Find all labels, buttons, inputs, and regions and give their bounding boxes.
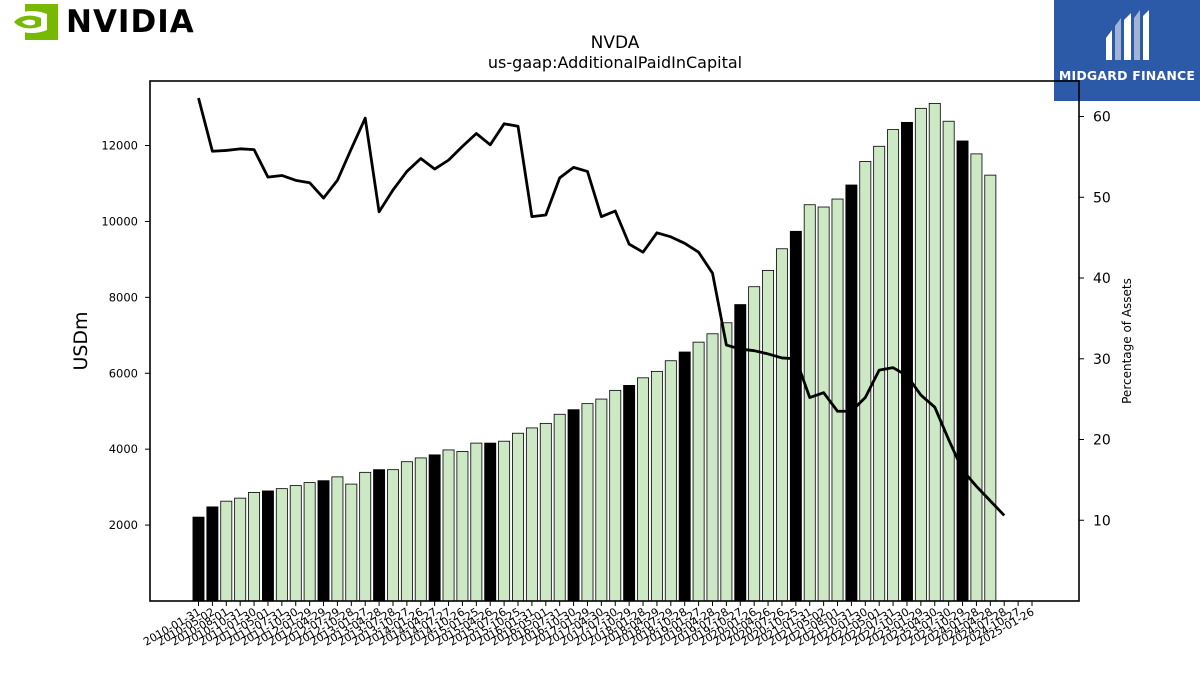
bar-quarterly [762, 269, 775, 602]
bar-annual [428, 454, 441, 602]
bar-quarterly [859, 161, 872, 602]
bar-quarterly [539, 422, 552, 602]
bar-quarterly [359, 471, 372, 602]
bar-quarterly [887, 129, 900, 602]
bar-quarterly [512, 432, 524, 602]
bar-quarterly [553, 413, 566, 602]
bar-quarterly [984, 174, 997, 602]
bar-quarterly [650, 370, 663, 602]
bar-quarterly [498, 440, 511, 602]
bar-quarterly [831, 198, 844, 602]
bar-quarterly [345, 483, 358, 602]
y-tick-label: 8000 [109, 290, 138, 304]
y-tick-label: 4000 [109, 442, 138, 456]
bar-annual [789, 230, 802, 602]
y-tick-label: 2000 [109, 518, 138, 532]
midgard-m-icon [1106, 10, 1149, 60]
chart-subtitle: us-gaap:AdditionalPaidInCapital [488, 53, 742, 72]
bar-annual [623, 385, 636, 602]
chart-title: NVDA [591, 33, 640, 53]
y-axis-label: USDm [70, 311, 92, 370]
y2-axis-label: Percentage of Assets [1120, 278, 1134, 404]
bar-annual [956, 140, 969, 602]
y2-tick-label: 30 [1093, 352, 1111, 368]
bar-quarterly [289, 485, 302, 602]
bar-quarterly [873, 145, 886, 602]
bar-annual [484, 442, 497, 602]
bar-quarterly [234, 497, 247, 602]
bar-quarterly [720, 322, 733, 602]
y2-tick-label: 20 [1093, 433, 1111, 449]
bar-series [192, 102, 997, 602]
bar-quarterly [275, 488, 288, 602]
percentage-line [197, 97, 1006, 517]
y2-axis: 10 20 30 40 50 60 [1079, 110, 1111, 529]
bar-annual [373, 469, 386, 602]
y-tick-label: 10000 [101, 214, 138, 228]
bar-annual [567, 409, 580, 602]
bar-quarterly [942, 120, 955, 602]
bar-quarterly [775, 248, 788, 602]
plot-frame [149, 80, 1080, 602]
bar-quarterly [817, 206, 830, 602]
y2-tick-label: 60 [1093, 110, 1111, 126]
bar-quarterly [220, 500, 233, 602]
bar-quarterly [414, 457, 427, 602]
bar-quarterly [803, 204, 816, 602]
bar-quarterly [692, 341, 705, 602]
bar-annual [901, 121, 913, 602]
bar-quarterly [387, 469, 399, 602]
bar-quarterly [581, 403, 594, 602]
nvidia-wordmark: NVIDIA [66, 4, 195, 40]
x-axis: 2010-01-312010-05-022010-08-012010-10-31… [141, 601, 1037, 649]
line-series [197, 97, 1006, 517]
bar-quarterly [525, 427, 538, 602]
y2-tick-label: 40 [1093, 271, 1111, 287]
nvidia-eye-icon [7, 4, 58, 40]
nvidia-logo: NVIDIA [5, 4, 195, 40]
bar-annual [317, 480, 330, 602]
bar-quarterly [928, 102, 941, 602]
bar-annual [206, 506, 219, 602]
bar-quarterly [595, 398, 608, 602]
y2-tick-label: 10 [1093, 513, 1111, 529]
bar-quarterly [706, 333, 719, 602]
y-tick-label: 6000 [109, 366, 138, 380]
bar-quarterly [442, 449, 455, 602]
bar-quarterly [970, 153, 983, 602]
y-tick-label: 12000 [101, 139, 138, 153]
bar-quarterly [664, 360, 677, 602]
bar-quarterly [470, 442, 483, 602]
y2-tick-label: 50 [1093, 190, 1111, 206]
bar-quarterly [456, 451, 469, 602]
bar-quarterly [248, 492, 261, 602]
y-axis: 2000 4000 6000 8000 10000 12000 [101, 139, 150, 532]
bar-quarterly [637, 377, 649, 602]
bar-quarterly [914, 107, 927, 602]
bar-quarterly [748, 286, 761, 602]
bar-quarterly [331, 476, 344, 602]
bar-annual [678, 351, 691, 602]
bar-annual [261, 490, 274, 602]
bar-quarterly [609, 389, 622, 602]
bar-annual [845, 184, 858, 602]
bar-quarterly [400, 461, 413, 602]
bar-annual [192, 516, 205, 602]
bar-quarterly [303, 482, 316, 602]
midgard-finance-text: MIDGARD FINANCE [1058, 68, 1196, 83]
